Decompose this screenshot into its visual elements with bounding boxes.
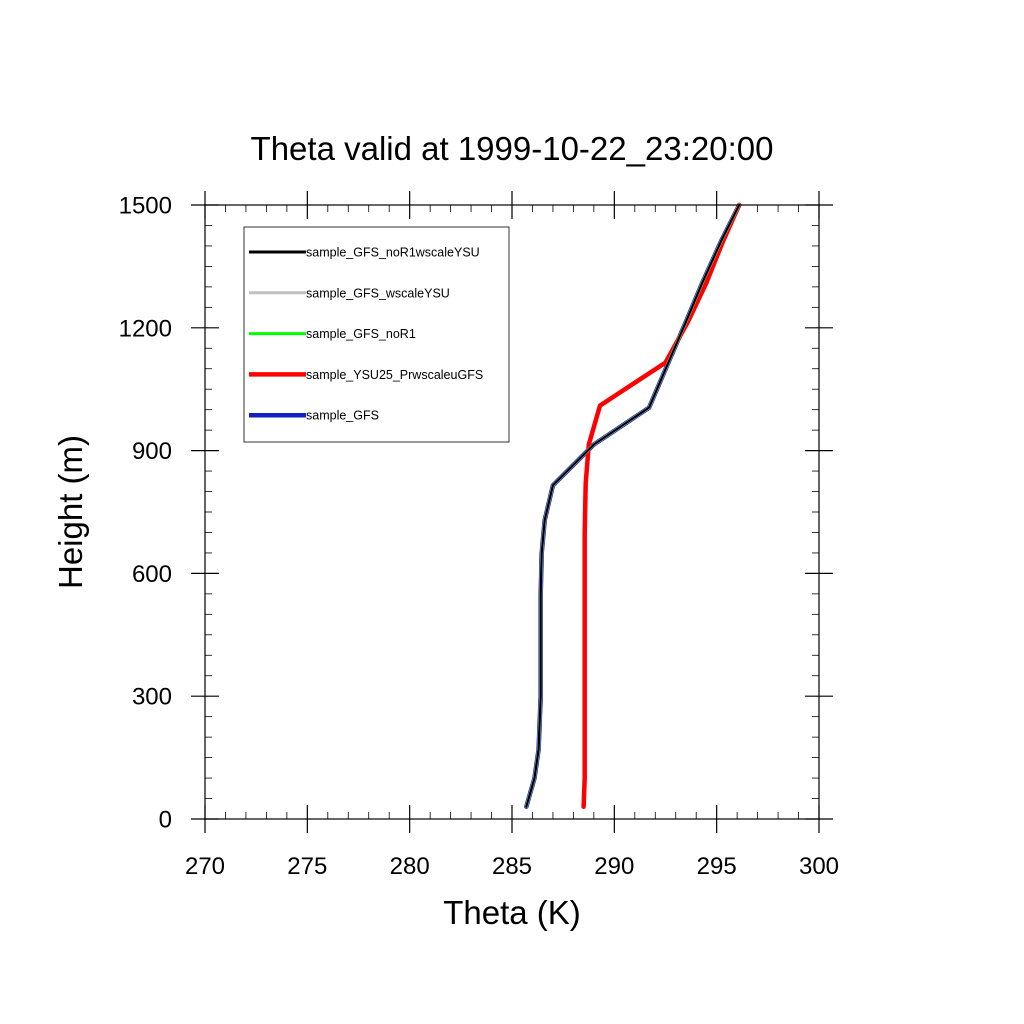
legend-label: sample_GFS_wscaleYSU bbox=[306, 286, 450, 300]
legend: sample_GFS_noR1wscaleYSU sample_GFS_wscal… bbox=[243, 226, 510, 443]
x-tick-label: 295 bbox=[697, 853, 737, 880]
x-tick-label: 280 bbox=[390, 853, 430, 880]
legend-label: sample_GFS bbox=[306, 409, 379, 423]
x-axis-title: Theta (K) bbox=[443, 894, 581, 931]
series-line-group bbox=[524, 202, 742, 809]
legend-label: sample_GFS_noR1 bbox=[306, 327, 416, 341]
x-tick-label: 285 bbox=[492, 853, 532, 880]
y-tick-label: 1200 bbox=[119, 315, 172, 342]
y-tick-label: 300 bbox=[132, 684, 172, 711]
series-line-sample_GFS_noR1wscaleYSU bbox=[525, 203, 741, 808]
y-tick-label: 900 bbox=[132, 438, 172, 465]
legend-label: sample_GFS_noR1wscaleYSU bbox=[306, 246, 480, 260]
y-tick-label: 600 bbox=[132, 561, 172, 588]
x-tick-label: 275 bbox=[287, 853, 327, 880]
y-axis-title: Height (m) bbox=[52, 435, 89, 589]
plot-frame bbox=[204, 204, 820, 820]
x-tick-label: 270 bbox=[185, 853, 225, 880]
legend-label: sample_YSU25_PrwscaleuGFS bbox=[306, 368, 483, 382]
y-tick-label: 0 bbox=[159, 807, 172, 834]
minor-tick-group bbox=[205, 205, 819, 819]
legend-item-group: sample_GFS_noR1wscaleYSU sample_GFS_wscal… bbox=[249, 246, 483, 423]
tick-label-group: 270 275 280 285 290 295 300 0 300 600 900 1200 1500 bbox=[119, 193, 839, 881]
y-tick-label: 1500 bbox=[119, 193, 172, 220]
series-line-sample_YSU25_PrwscaleuGFS bbox=[581, 202, 742, 809]
x-tick-label: 300 bbox=[799, 853, 839, 880]
chart-title: Theta valid at 1999-10-22_23:20:00 bbox=[251, 130, 774, 167]
x-tick-label: 290 bbox=[594, 853, 634, 880]
